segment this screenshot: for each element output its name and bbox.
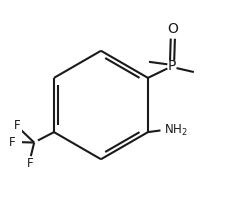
Text: F: F [9,136,16,149]
Text: NH$_2$: NH$_2$ [164,123,188,138]
Text: F: F [27,157,33,170]
Text: F: F [14,119,20,132]
Text: O: O [168,22,178,36]
Text: P: P [168,59,176,74]
